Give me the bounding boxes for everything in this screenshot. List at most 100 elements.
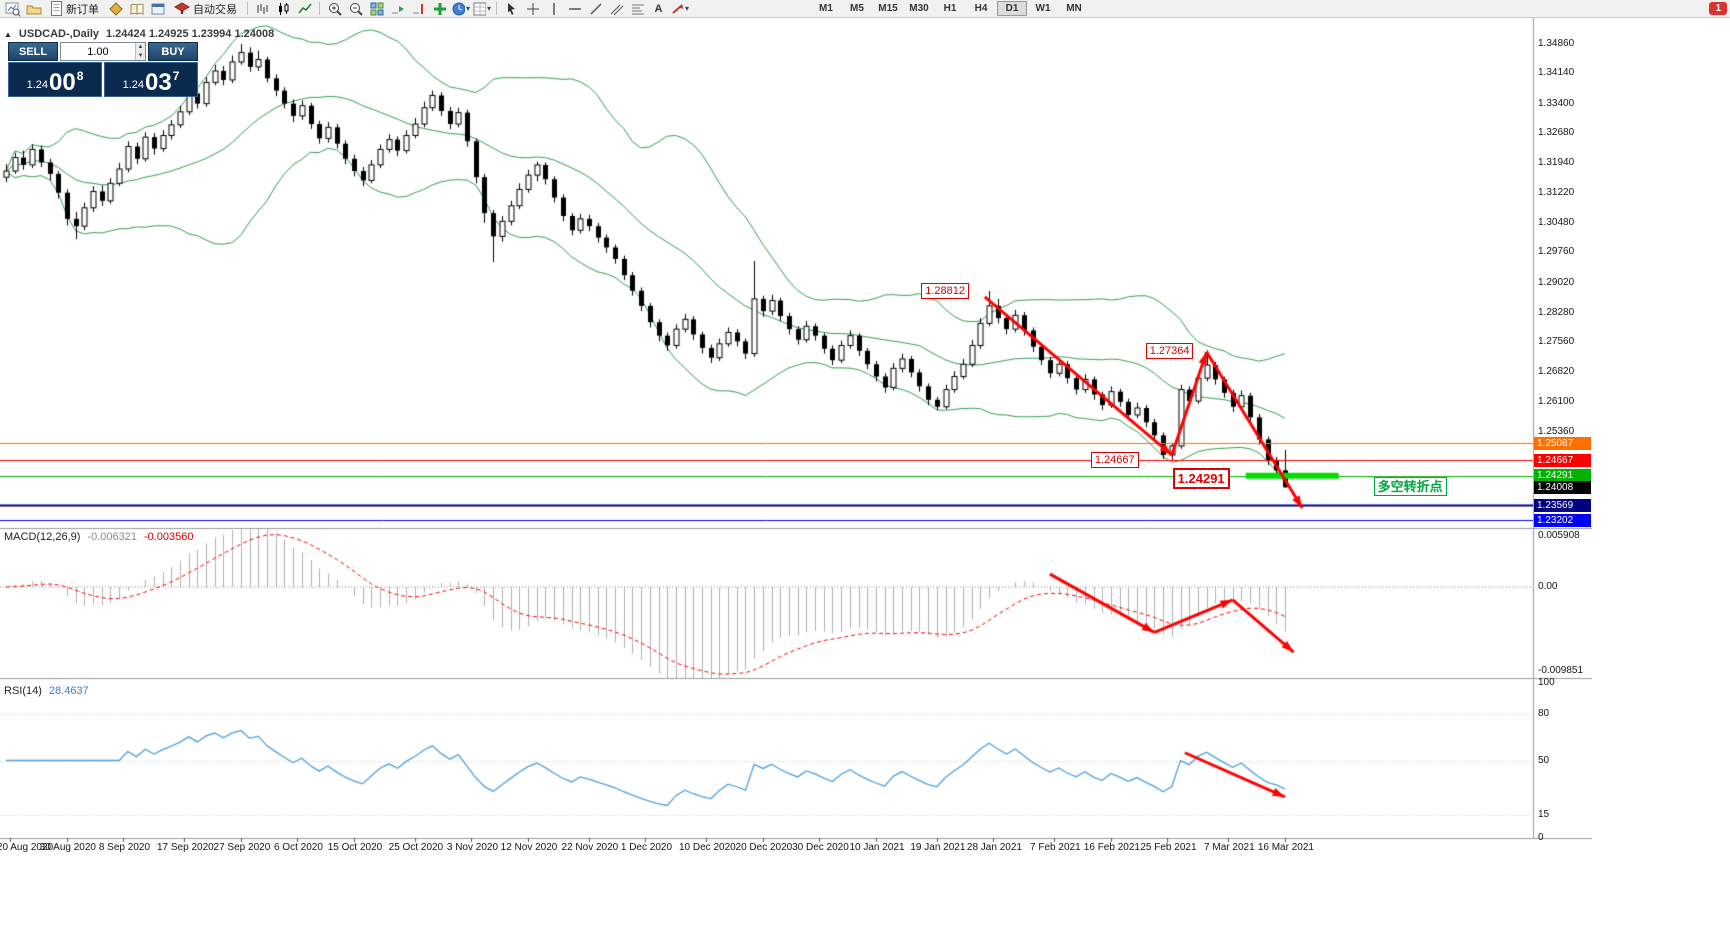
ask-price-display[interactable]: 1.24 03 7 <box>104 62 198 97</box>
chart-window: ▲ USDCAD-,Daily 1.24424 1.24925 1.23994 … <box>0 18 1730 944</box>
price-annotation[interactable]: 1.24291 <box>1172 468 1230 490</box>
tile-windows-icon[interactable] <box>367 1 386 17</box>
buy-button[interactable]: BUY <box>148 42 198 61</box>
rsi-label-line: RSI(14) 28.4637 <box>4 685 89 697</box>
bid-prefix: 1.24 <box>26 79 49 91</box>
market-watch-icon[interactable] <box>127 1 146 17</box>
timeframe-m1[interactable]: M1 <box>819 3 833 14</box>
bid-price-display[interactable]: 1.24 00 8 <box>8 62 102 97</box>
price-axis-label: 1.30480 <box>1538 216 1575 228</box>
autotrading-button[interactable]: 自动交易 <box>169 1 242 17</box>
templates-caret-icon: ▾ <box>486 4 491 13</box>
sell-button[interactable]: SELL <box>8 42 58 61</box>
price-axis-label: 1.31940 <box>1538 157 1575 169</box>
timeframe-w1[interactable]: W1 <box>1035 3 1051 14</box>
one-click-collapse-icon[interactable]: ▲ <box>4 29 12 39</box>
price-tag: 1.23202 <box>1534 513 1591 527</box>
time-axis-label: 10 Jan 2021 <box>849 842 905 853</box>
new-chart-icon[interactable] <box>3 1 22 17</box>
symbol-period-label: USDCAD-,Daily <box>18 28 99 40</box>
time-axis-label: 10 Dec 2020 <box>678 842 736 853</box>
price-axis-label: 1.29020 <box>1538 276 1575 288</box>
price-tag: 1.24291 <box>1534 469 1591 483</box>
time-axis-label: 28 Jan 2021 <box>966 842 1022 853</box>
macd-axis-label: 0.005908 <box>1538 530 1580 542</box>
price-annotation[interactable]: 1.24667 <box>1090 452 1139 469</box>
text-tool-icon[interactable]: A <box>654 2 663 15</box>
time-axis-label: 22 Nov 2020 <box>561 842 619 853</box>
timeframe-h4[interactable]: H4 <box>974 3 988 14</box>
auto-scroll-icon[interactable] <box>388 1 407 17</box>
trendline-tool-icon[interactable] <box>586 1 605 17</box>
rsi-name: RSI(14) <box>4 685 42 697</box>
volume-input[interactable] <box>61 43 135 60</box>
time-axis-label: 27 Sep 2020 <box>213 842 271 853</box>
volume-field[interactable]: ▲▼ <box>60 42 146 61</box>
note-annotation[interactable]: 多空转折点 <box>1373 477 1447 496</box>
time-axis-label: 20 Aug 2020 <box>0 842 54 853</box>
rsi-value: 28.4637 <box>48 685 89 697</box>
bar-chart-icon[interactable] <box>253 1 272 17</box>
price-annotation[interactable]: 1.27364 <box>1145 343 1194 360</box>
time-axis-label: 7 Mar 2021 <box>1204 842 1255 853</box>
ask-big-digits: 03 <box>145 69 172 96</box>
chart-shift-icon[interactable] <box>409 1 428 17</box>
one-click-trading-panel: SELL ▲▼ BUY 1.24 00 8 1.24 03 7 <box>8 42 198 97</box>
vertical-line-tool-icon[interactable] <box>544 1 563 17</box>
indicators-icon[interactable] <box>430 1 449 17</box>
time-axis-label: 16 Mar 2021 <box>1257 842 1314 853</box>
notification-badge[interactable]: 1 <box>1709 2 1727 15</box>
metaeditor-icon[interactable] <box>106 1 125 17</box>
price-annotation[interactable]: 1.28812 <box>921 282 969 299</box>
price-tag: 1.24667 <box>1534 453 1591 467</box>
horizontal-line-tool-icon[interactable] <box>565 1 584 17</box>
ohlc-values-label: 1.24424 1.24925 1.23994 1.24008 <box>106 28 275 40</box>
channel-tool-icon[interactable] <box>607 1 626 17</box>
candlestick-chart-icon[interactable] <box>274 1 293 17</box>
price-axis-label: 1.26100 <box>1538 395 1575 407</box>
timeframe-m5[interactable]: M5 <box>850 3 864 14</box>
price-tag: 1.25087 <box>1534 436 1591 450</box>
time-axis-label: 19 Jan 2021 <box>910 842 966 853</box>
volume-spinner[interactable]: ▲ ▼ <box>134 43 145 60</box>
cursor-icon[interactable] <box>502 1 521 17</box>
timeframe-m15[interactable]: M15 <box>878 3 898 14</box>
price-axis-label: 1.33400 <box>1538 97 1575 109</box>
macd-label-line: MACD(12,26,9) -0.006321 -0.003560 <box>4 531 194 543</box>
arrow-tools-icon[interactable]: ▾ <box>670 1 689 17</box>
timeframe-h1[interactable]: H1 <box>943 3 957 14</box>
bid-big-digits: 00 <box>49 69 76 96</box>
order-doc-icon <box>51 1 62 16</box>
fibonacci-tool-icon[interactable] <box>628 1 647 17</box>
price-axis-label: 1.34860 <box>1538 38 1575 49</box>
zoom-in-icon[interactable] <box>325 1 344 17</box>
timeframe-m30[interactable]: M30 <box>909 3 929 14</box>
periods-caret-icon: ▾ <box>465 4 470 13</box>
timeframe-toolbar: M1 M5 M15 M30 H1 H4 D1 W1 MN <box>811 1 1089 16</box>
templates-icon[interactable]: ▾ <box>472 1 491 17</box>
ask-prefix: 1.24 <box>122 79 145 91</box>
macd-axis-label: -0.009851 <box>1538 665 1584 677</box>
profiles-icon[interactable] <box>24 1 43 17</box>
macd-name: MACD(12,26,9) <box>4 531 81 543</box>
time-axis-label: 3 Nov 2020 <box>446 842 499 853</box>
volume-down-icon[interactable]: ▼ <box>135 51 145 60</box>
macd-main-value: -0.006321 <box>87 531 137 543</box>
time-axis-label: 12 Nov 2020 <box>500 842 558 853</box>
autotrading-label: 自动交易 <box>193 3 237 16</box>
periods-icon[interactable]: ▾ <box>451 1 470 17</box>
timeframe-d1[interactable]: D1 <box>997 1 1027 16</box>
price-axis-label: 1.31220 <box>1538 186 1575 198</box>
data-window-icon[interactable] <box>148 1 167 17</box>
chart-canvas[interactable] <box>0 18 1730 944</box>
zoom-out-icon[interactable] <box>346 1 365 17</box>
toolbar-separator <box>247 2 248 15</box>
crosshair-icon[interactable] <box>523 1 542 17</box>
volume-up-icon[interactable]: ▲ <box>135 43 145 52</box>
chart-info-line: ▲ USDCAD-,Daily 1.24424 1.24925 1.23994 … <box>4 28 274 40</box>
rsi-axis-label: 80 <box>1538 708 1550 719</box>
line-chart-icon[interactable] <box>295 1 314 17</box>
timeframe-mn[interactable]: MN <box>1066 3 1082 14</box>
toolbar-separator <box>319 2 320 15</box>
new-order-button[interactable]: 新订单 <box>45 1 104 17</box>
